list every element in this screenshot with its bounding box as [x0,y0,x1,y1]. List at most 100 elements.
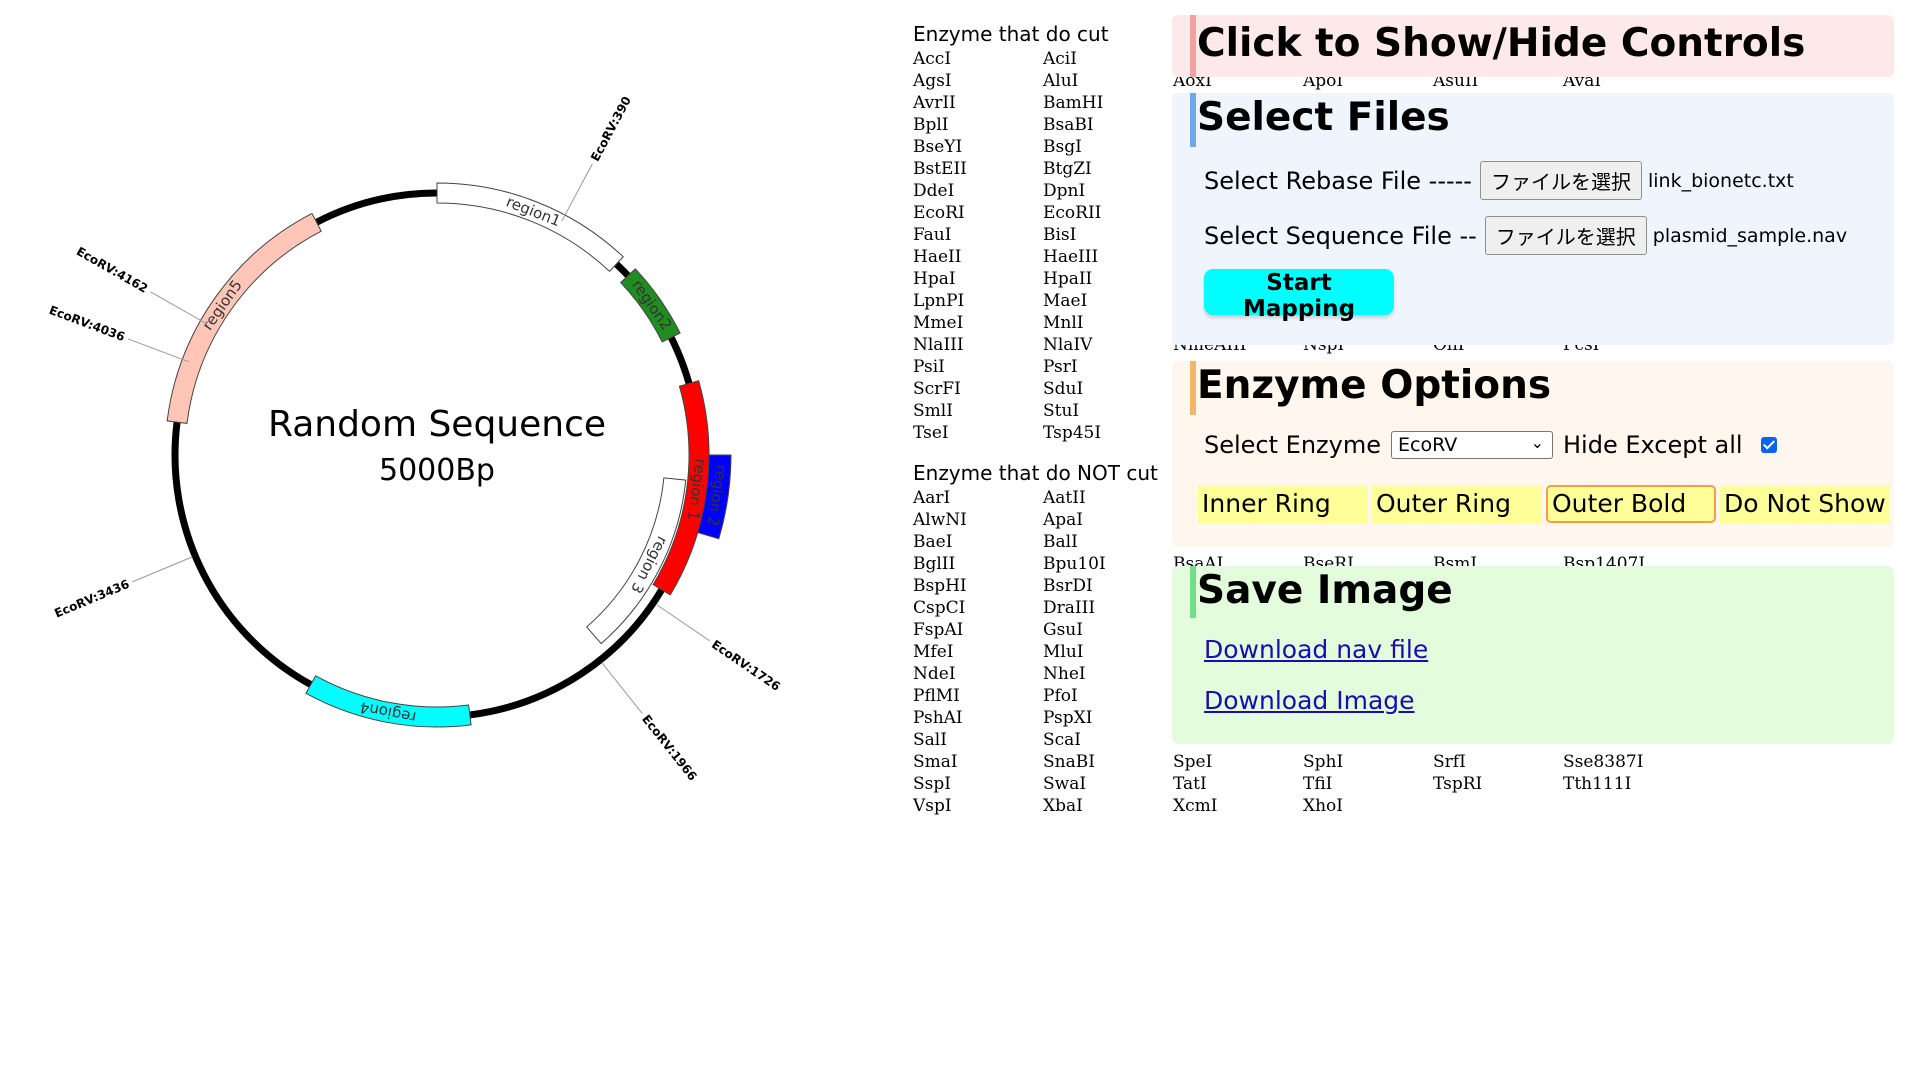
enzyme-name: EcoRI [913,203,965,223]
region-band [585,477,687,645]
enzyme-name: CspCI [913,598,966,618]
enzyme-name: PspXI [1043,708,1093,728]
region-label: region5 [198,277,245,334]
enzyme-name: Tsp45I [1043,423,1102,443]
region-band [166,212,322,424]
enzyme-name: PsrI [1043,357,1078,377]
enzyme-select[interactable]: EcoRV ⌄ [1391,431,1553,459]
enzyme-select-row: Select Enzyme EcoRV ⌄ Hide Except all [1204,431,1777,459]
enzyme-name: HaeIII [1043,247,1099,267]
region-band [436,182,624,273]
enzyme-name: FauI [913,225,952,245]
enzyme-name: SrfI [1433,752,1466,772]
not-cut-enzymes-list: AarI AatII AlwNI ApaI BaeI BalI BglII Bpu10I Bsa… [913,487,1693,817]
cut-site-tick [561,163,593,222]
enzyme-name: AatII [1043,488,1086,508]
enzyme-name: Bpu10I [1043,554,1106,574]
chevron-down-icon: ⌄ [1530,433,1544,452]
enzyme-name: BisI [1043,225,1077,245]
enzyme-name: ApaI [1043,510,1084,530]
cut-enzymes-list: AccI AciI AgsI AluI AoxI ApoI AsuII AvaI AvrII Ba… [913,48,1693,444]
enzyme-name: SphI [1303,752,1344,772]
enzyme-name: PflMI [913,686,960,706]
sequence-file-row: Select Sequence File -- ファイルを選択 plasmid_… [1204,216,1847,255]
enzyme-name: BalI [1043,532,1078,552]
enzyme-name: HaeII [913,247,962,267]
hide-except-checkbox[interactable] [1760,437,1777,453]
backbone-bold-segment [469,587,665,719]
enzyme-name: NheI [1043,664,1086,684]
enzyme-name: BtgZI [1043,159,1092,179]
enzyme-name: MmeI [913,313,964,333]
cut-enzymes-title: Enzyme that do cut [913,22,1109,46]
enzyme-name: ScaI [1043,730,1082,750]
save-accent-bar [1190,566,1196,618]
enzyme-name [1433,795,1563,817]
plasmid-map: Random Sequence 5000Bp region1 region2 reg… [47,94,783,783]
rebase-choose-file-button[interactable]: ファイルを選択 [1479,161,1642,200]
enzyme-name: NlaIV [1043,335,1093,355]
enzyme-name: AvrII [913,93,956,113]
download-image-link[interactable]: Download Image [1204,686,1415,715]
controls-toggle-heading[interactable]: Click to Show/Hide Controls [1197,21,1806,66]
enzyme-name: TatI [1173,774,1207,794]
enzyme-options-heading: Enzyme Options [1197,363,1552,408]
enzyme-name: BglII [913,554,956,574]
cut-site-tick [127,338,190,363]
enzyme-name: NdeI [913,664,956,684]
enzyme-name: SspI [913,774,951,794]
rebase-file-label: Select Rebase File ----- [1204,166,1472,195]
plasmid-length: 5000Bp [379,453,495,488]
enzyme-name: BaeI [913,532,953,552]
enzyme-name: DpnI [1043,181,1086,201]
cut-site-tick [132,556,193,583]
enzyme-name: DdeI [913,181,955,201]
sequence-choose-file-button[interactable]: ファイルを選択 [1484,216,1647,255]
enzyme-name: DraIII [1043,598,1096,618]
enzyme-name: SalI [913,730,947,750]
outer-bold-button[interactable]: Outer Bold [1546,485,1716,523]
enzyme-name: AluI [1043,71,1079,91]
enzyme-name: EcoRII [1043,203,1102,223]
save-image-panel: Save Image Download nav file Download Im… [1172,566,1894,744]
cut-site-tick [601,662,643,714]
inner-ring-button[interactable]: Inner Ring [1198,485,1368,523]
enzyme-name: AgsI [913,71,952,91]
rebase-file-row: Select Rebase File ----- ファイルを選択 link_bi… [1204,161,1794,200]
enzyme-name: BamHI [1043,93,1104,113]
cut-site-label: EcoRV:1726 [709,637,783,693]
enzyme-name: VspI [913,796,952,816]
enzyme-name: BplI [913,115,949,135]
enzyme-name: XbaI [1043,796,1083,816]
enzyme-name: BsaBI [1043,115,1094,135]
outer-ring-button[interactable]: Outer Ring [1372,485,1542,523]
enzyme-name: BstEII [913,159,967,179]
region-label: region2 [628,277,675,334]
controls-toggle-panel[interactable]: Click to Show/Hide Controls [1172,15,1894,77]
options-accent-bar [1190,361,1196,415]
backbone-bold-segment [314,189,438,226]
enzyme-name: StuI [1043,401,1080,421]
enzyme-name: SmaI [913,752,958,772]
sequence-file-name: plasmid_sample.nav [1652,224,1848,247]
do-not-show-button[interactable]: Do Not Show [1720,485,1890,523]
enzyme-name: SwaI [1043,774,1087,794]
enzyme-name: TspRI [1433,774,1483,794]
download-nav-link[interactable]: Download nav file [1204,635,1429,664]
cut-site-label: EcoRV:1966 [639,712,700,783]
cut-site-label: EcoRV:390 [588,94,634,164]
region-band [652,380,710,596]
enzyme-name: XhoI [1303,796,1344,816]
enzyme-name: BseYI [913,137,963,157]
start-mapping-button[interactable]: Start Mapping [1204,269,1394,322]
enzyme-name [1563,795,1693,817]
sequence-file-label: Select Sequence File -- [1204,221,1477,250]
enzyme-name: SduI [1043,379,1084,399]
select-files-heading: Select Files [1197,95,1450,140]
save-image-heading: Save Image [1197,568,1453,613]
enzyme-name: Sse8387I [1563,752,1644,772]
region-band [305,675,472,728]
cut-site-label: EcoRV:4036 [47,303,127,344]
enzyme-name: AciI [1043,49,1077,69]
enzyme-name: BspHI [913,576,967,596]
